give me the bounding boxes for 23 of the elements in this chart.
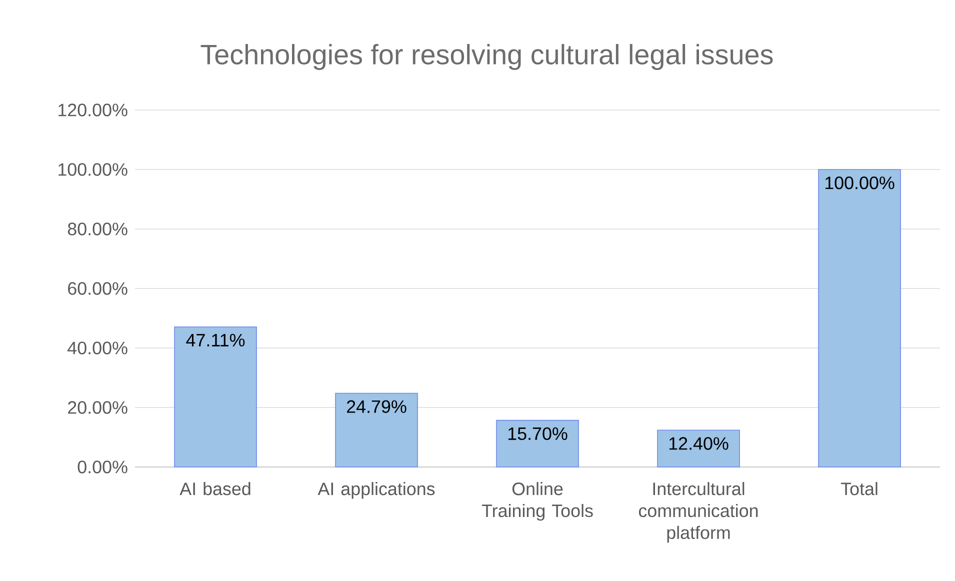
x-tick-label: Intercultural communication platform: [638, 482, 758, 543]
bar: [496, 420, 579, 468]
x-tick-label: AI applications: [318, 482, 435, 499]
x-tick-label: AI based: [180, 482, 250, 496]
y-tick-label: 40.00%: [68, 342, 128, 354]
bar: [657, 430, 740, 468]
data-label: 47.11%: [186, 334, 245, 346]
y-tick-label: 0.00%: [78, 460, 128, 474]
x-tick-label: Online Training Tools: [482, 482, 593, 521]
data-label: 24.79%: [347, 400, 406, 413]
y-tick-label: 60.00%: [68, 282, 128, 295]
data-label: 15.70%: [508, 427, 568, 440]
x-tick-label: Total: [840, 482, 878, 496]
y-tick-label: 100.00%: [58, 163, 128, 176]
y-tick-label: 120.00%: [58, 104, 128, 116]
bar: [174, 326, 257, 468]
y-tick-label: 20.00%: [68, 401, 128, 414]
chart-title: Technologies for resolving cultural legal issues: [200, 44, 773, 70]
bar: [818, 169, 901, 468]
bar: [335, 392, 418, 468]
data-label: 100.00%: [825, 176, 894, 190]
data-label: 12.40%: [669, 437, 728, 450]
y-tick-label: 80.00%: [68, 222, 128, 236]
